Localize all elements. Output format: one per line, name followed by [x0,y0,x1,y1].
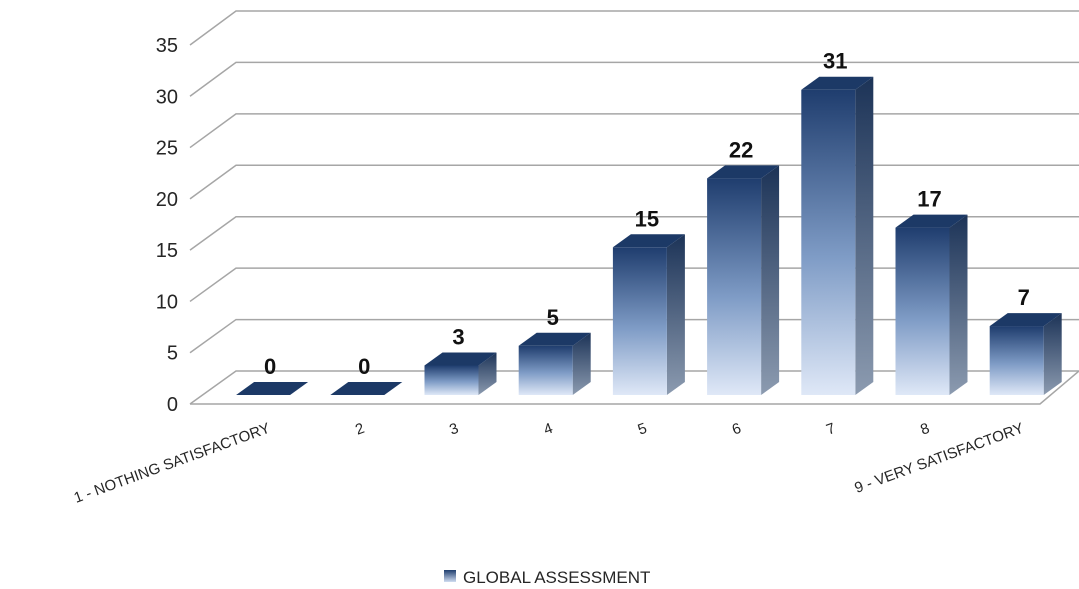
bar [801,76,874,395]
category-label: 3 [447,420,461,439]
y-tick-label: 5 [167,343,178,365]
legend: GLOBAL ASSESSMENT [444,568,650,587]
bar-top [895,214,968,228]
bar-top [330,382,403,395]
gridlines [189,10,1079,405]
gridline [189,113,1079,149]
bar [330,382,403,395]
y-tick-label: 35 [156,35,178,57]
data-label: 17 [917,187,941,212]
y-tick-label: 15 [156,240,178,262]
bar-side [478,352,497,395]
category-label: 1 - NOTHING SATISFACTORY [72,420,273,507]
bar-top [236,382,309,395]
bar-top [989,313,1062,327]
bar-side [572,332,591,395]
y-tick-label: 10 [156,291,178,313]
bar-front [801,89,856,395]
bar-side [949,214,968,395]
data-label: 3 [452,324,464,349]
floor-edge [190,370,1079,405]
gridline [189,318,1079,354]
gridline [189,10,1079,46]
bar-front [518,345,573,395]
bar-front [612,247,667,395]
gridline [189,267,1079,303]
data-label: 7 [1018,285,1030,310]
x-axis-category-labels: 1 - NOTHING SATISFACTORY 2 3 4 5 6 7 89 - VERY … [72,420,1026,507]
data-label: 15 [635,206,659,231]
y-tick-label: 30 [156,86,178,108]
bar [989,313,1062,395]
legend-swatch [444,570,456,582]
bar [236,382,309,395]
y-tick-label: 25 [156,138,178,160]
bar-side [855,76,874,395]
bar [707,165,780,395]
gridline [189,215,1079,251]
y-tick-label: 20 [156,189,178,211]
data-label: 31 [823,49,847,74]
category-label: 6 [730,420,744,439]
bar-top [612,234,685,248]
data-label: 22 [729,137,753,162]
category-label: 9 - VERY SATISFACTORY [852,420,1026,497]
bar-side [1043,313,1062,395]
data-label: 5 [547,305,559,330]
bar-top [424,352,497,366]
data-label: 0 [264,354,276,379]
category-label: 8 [918,420,932,439]
bar [424,352,497,395]
legend-label: GLOBAL ASSESSMENT [463,568,650,587]
bar-front [895,227,950,395]
category-label: 4 [541,420,555,439]
category-label: 5 [636,420,650,439]
y-axis-tick-labels: 0 5 10 15 20 25 30 35 [156,35,178,416]
bar-side [666,234,685,395]
bar [518,332,591,395]
gridline [189,164,1079,200]
bar-side [761,165,780,395]
category-label: 7 [824,420,838,439]
bar-top [801,76,874,90]
y-tick-label: 0 [167,394,178,416]
bar-front [989,326,1044,395]
category-label: 2 [353,420,367,439]
bar [895,214,968,395]
data-label: 0 [358,354,370,379]
bar-top [518,332,591,346]
data-labels: 0 0 3 5 15 22 31 17 7 [264,49,1030,379]
bar-front [707,178,762,395]
gridline [189,370,1079,405]
gridline [189,61,1079,97]
bar-front [424,365,479,395]
bar [612,234,685,395]
bar-top [707,165,780,179]
bars [236,76,1062,395]
